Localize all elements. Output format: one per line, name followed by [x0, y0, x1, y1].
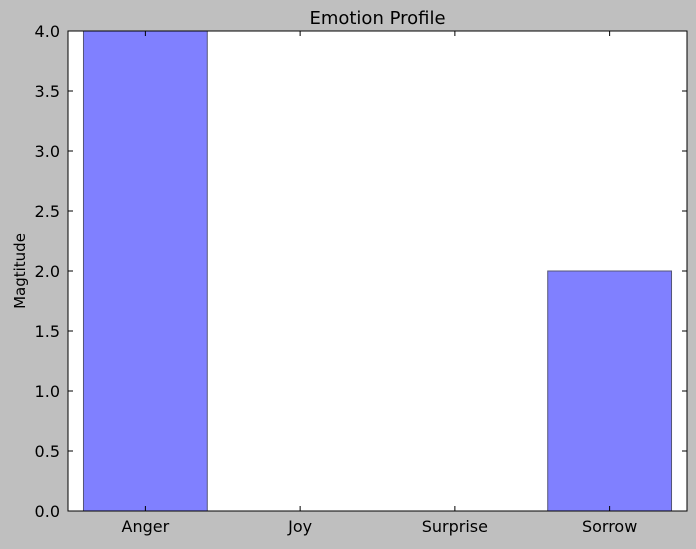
y-tick-label: 0.0: [35, 502, 60, 521]
x-tick-label: Surprise: [422, 517, 488, 536]
bar-sorrow: [547, 270, 673, 512]
y-tick-label: 1.5: [35, 322, 60, 341]
y-tick-label: 1.0: [35, 382, 60, 401]
x-tick-label: Sorrow: [582, 517, 637, 536]
y-tick-label: 3.0: [35, 142, 60, 161]
y-tick-label: 3.5: [35, 82, 60, 101]
plot-frame: [67, 30, 688, 512]
bars-layer: [82, 30, 673, 512]
y-tick-label: 0.5: [35, 442, 60, 461]
bar-anger: [82, 30, 208, 512]
ticks-layer: Anger Joy Surprise Sorrow 0.0 0.5 1.0 1.5 2.0 2.5…: [35, 22, 687, 536]
chart-title: Emotion Profile: [309, 8, 445, 29]
x-tick-label: Anger: [122, 517, 170, 536]
y-tick-label: 2.5: [35, 202, 60, 221]
y-tick-label: 2.0: [35, 262, 60, 281]
x-tick-label: Joy: [287, 517, 312, 536]
y-tick-label: 4.0: [35, 22, 60, 41]
y-axis-label: Magtitude: [11, 233, 29, 309]
